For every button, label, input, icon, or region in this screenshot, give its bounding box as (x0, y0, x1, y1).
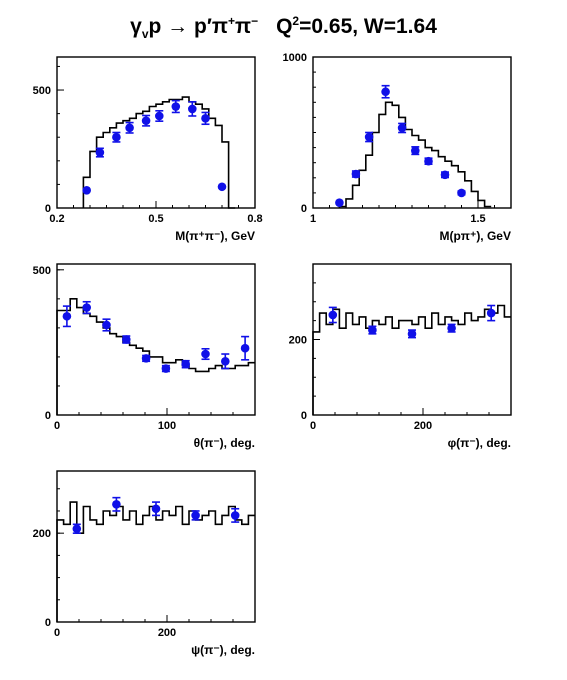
y-tick-label: 1000 (283, 52, 307, 64)
data-point (155, 111, 164, 121)
data-point (240, 343, 250, 353)
title-arrow: → (167, 15, 189, 38)
title-gamma: γ (130, 15, 142, 38)
data-point (188, 104, 197, 114)
x-tick-label: 1 (310, 213, 316, 225)
x-tick-label: 0 (54, 627, 60, 639)
y-tick-label: 500 (33, 85, 51, 97)
x-axis-label: ψ(π⁻), deg. (191, 643, 255, 657)
data-point (447, 323, 456, 333)
x-tick-label: 0.2 (49, 213, 64, 225)
y-tick-label: 0 (301, 203, 307, 215)
x-axis-label: φ(π⁻), deg. (448, 436, 511, 450)
x-tick-label: 200 (158, 627, 176, 639)
data-point (407, 329, 417, 339)
data-point (335, 198, 344, 208)
data-point (424, 156, 433, 166)
data-point (151, 504, 161, 514)
data-point (440, 170, 450, 180)
panel-mppi: 1 1.5 0 1000 M(pπ⁺), GeV (283, 52, 512, 243)
data-point (112, 132, 121, 142)
x-tick-label: 0.8 (247, 213, 262, 225)
panel-mpipi: 0.2 0.5 0.8 0 500 M(π⁺π⁻), GeV (33, 56, 263, 243)
title-minus: − (251, 14, 259, 28)
y-tick-label: 0 (45, 203, 51, 215)
data-point (381, 87, 390, 97)
data-point (201, 349, 210, 359)
data-point (82, 303, 91, 312)
data-point (181, 359, 190, 369)
x-axis-label: M(π⁺π⁻), GeV (175, 229, 255, 243)
data-point (122, 335, 131, 344)
x-tick-label: 200 (414, 420, 432, 432)
mc-histogram (56, 501, 255, 622)
data-point (364, 132, 374, 142)
y-tick-label: 0 (301, 410, 307, 422)
data-point (161, 364, 171, 373)
x-tick-label: 1.5 (470, 213, 485, 225)
data-point (397, 123, 407, 133)
title-pprime: p′π (194, 15, 228, 38)
mc-histogram (82, 96, 236, 209)
data-point (125, 123, 134, 133)
x-tick-label: 0 (310, 420, 316, 432)
title-pi2: π (234, 15, 252, 38)
y-tick-label: 0 (45, 410, 51, 422)
plot-frame (312, 263, 512, 416)
title-rest: =0.65, W=1.64 (299, 15, 437, 38)
data-point (328, 310, 338, 320)
y-tick-label: 200 (289, 335, 307, 347)
data-point (141, 354, 151, 363)
plot-frame (56, 263, 256, 416)
data-point (221, 356, 230, 366)
y-tick-label: 0 (45, 617, 51, 629)
data-point (230, 511, 240, 520)
panel-psi: 0 200 0 200 ψ(π⁻), deg. (33, 470, 256, 657)
figure-title: γvp → p′π+π− Q2=0.65, W=1.64 (0, 14, 567, 41)
title-q: Q (276, 15, 293, 38)
data-point (171, 102, 181, 111)
x-axis-label: θ(π⁻), deg. (194, 436, 255, 450)
data-point (141, 116, 151, 126)
title-gamma-sub: v (141, 27, 149, 42)
title-p: p (148, 15, 162, 38)
data-point (82, 186, 91, 195)
data-point (411, 146, 420, 155)
title-q-exp: 2 (292, 14, 300, 28)
y-tick-label: 200 (33, 528, 51, 540)
title-plus: + (227, 14, 235, 28)
y-tick-label: 500 (33, 265, 51, 277)
data-point (486, 308, 496, 318)
data-point (217, 182, 227, 192)
mc-histogram (338, 101, 492, 208)
x-tick-label: 100 (158, 420, 176, 432)
data-point (102, 320, 111, 330)
data-point (112, 500, 121, 509)
data-point (72, 524, 82, 534)
data-point (62, 311, 72, 321)
x-axis-label: M(pπ⁺), GeV (439, 229, 511, 243)
panel-phi: 0 200 0 200 φ(π⁻), deg. (289, 263, 512, 450)
data-point (95, 148, 105, 157)
data-point (457, 188, 466, 198)
x-tick-label: 0.5 (148, 213, 163, 225)
data-point (191, 511, 200, 520)
panel-theta: 0 100 0 500 θ(π⁻), deg. (33, 263, 256, 450)
data-point (368, 325, 377, 335)
x-tick-label: 0 (54, 420, 60, 432)
data-point (351, 169, 361, 179)
data-point (201, 114, 210, 123)
plot-frame (56, 470, 256, 623)
mc-histogram (312, 304, 511, 415)
